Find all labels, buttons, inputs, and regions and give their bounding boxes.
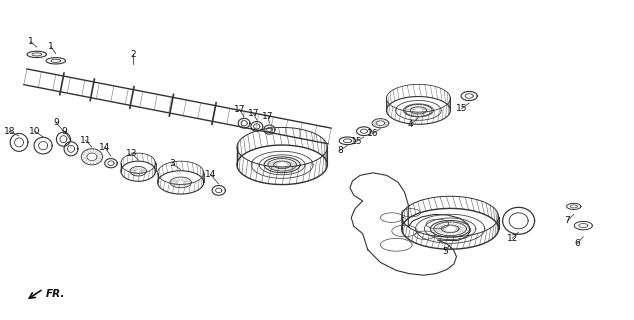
Text: 8: 8 bbox=[337, 146, 343, 155]
Text: 18: 18 bbox=[4, 127, 15, 136]
Text: 9: 9 bbox=[53, 118, 59, 127]
Text: 17: 17 bbox=[234, 105, 245, 114]
Text: 17: 17 bbox=[262, 112, 274, 121]
Text: 2: 2 bbox=[131, 50, 136, 59]
Text: 14: 14 bbox=[205, 170, 216, 179]
Text: 17: 17 bbox=[248, 109, 259, 118]
Text: 15: 15 bbox=[456, 104, 467, 113]
Text: 6: 6 bbox=[574, 239, 580, 248]
Text: 14: 14 bbox=[99, 143, 110, 152]
Text: 11: 11 bbox=[80, 136, 91, 145]
Text: 5: 5 bbox=[442, 247, 448, 256]
Text: 9: 9 bbox=[61, 127, 68, 136]
Text: 7: 7 bbox=[564, 216, 571, 225]
Text: 1: 1 bbox=[48, 42, 54, 51]
Text: 10: 10 bbox=[29, 127, 41, 136]
Text: 12: 12 bbox=[507, 234, 518, 243]
Text: 3: 3 bbox=[169, 159, 176, 168]
Text: FR.: FR. bbox=[46, 289, 65, 299]
Text: 13: 13 bbox=[126, 149, 138, 158]
Text: 16: 16 bbox=[367, 129, 378, 138]
Text: 15: 15 bbox=[351, 137, 362, 146]
Text: 1: 1 bbox=[27, 37, 34, 46]
Text: 4: 4 bbox=[408, 120, 413, 129]
